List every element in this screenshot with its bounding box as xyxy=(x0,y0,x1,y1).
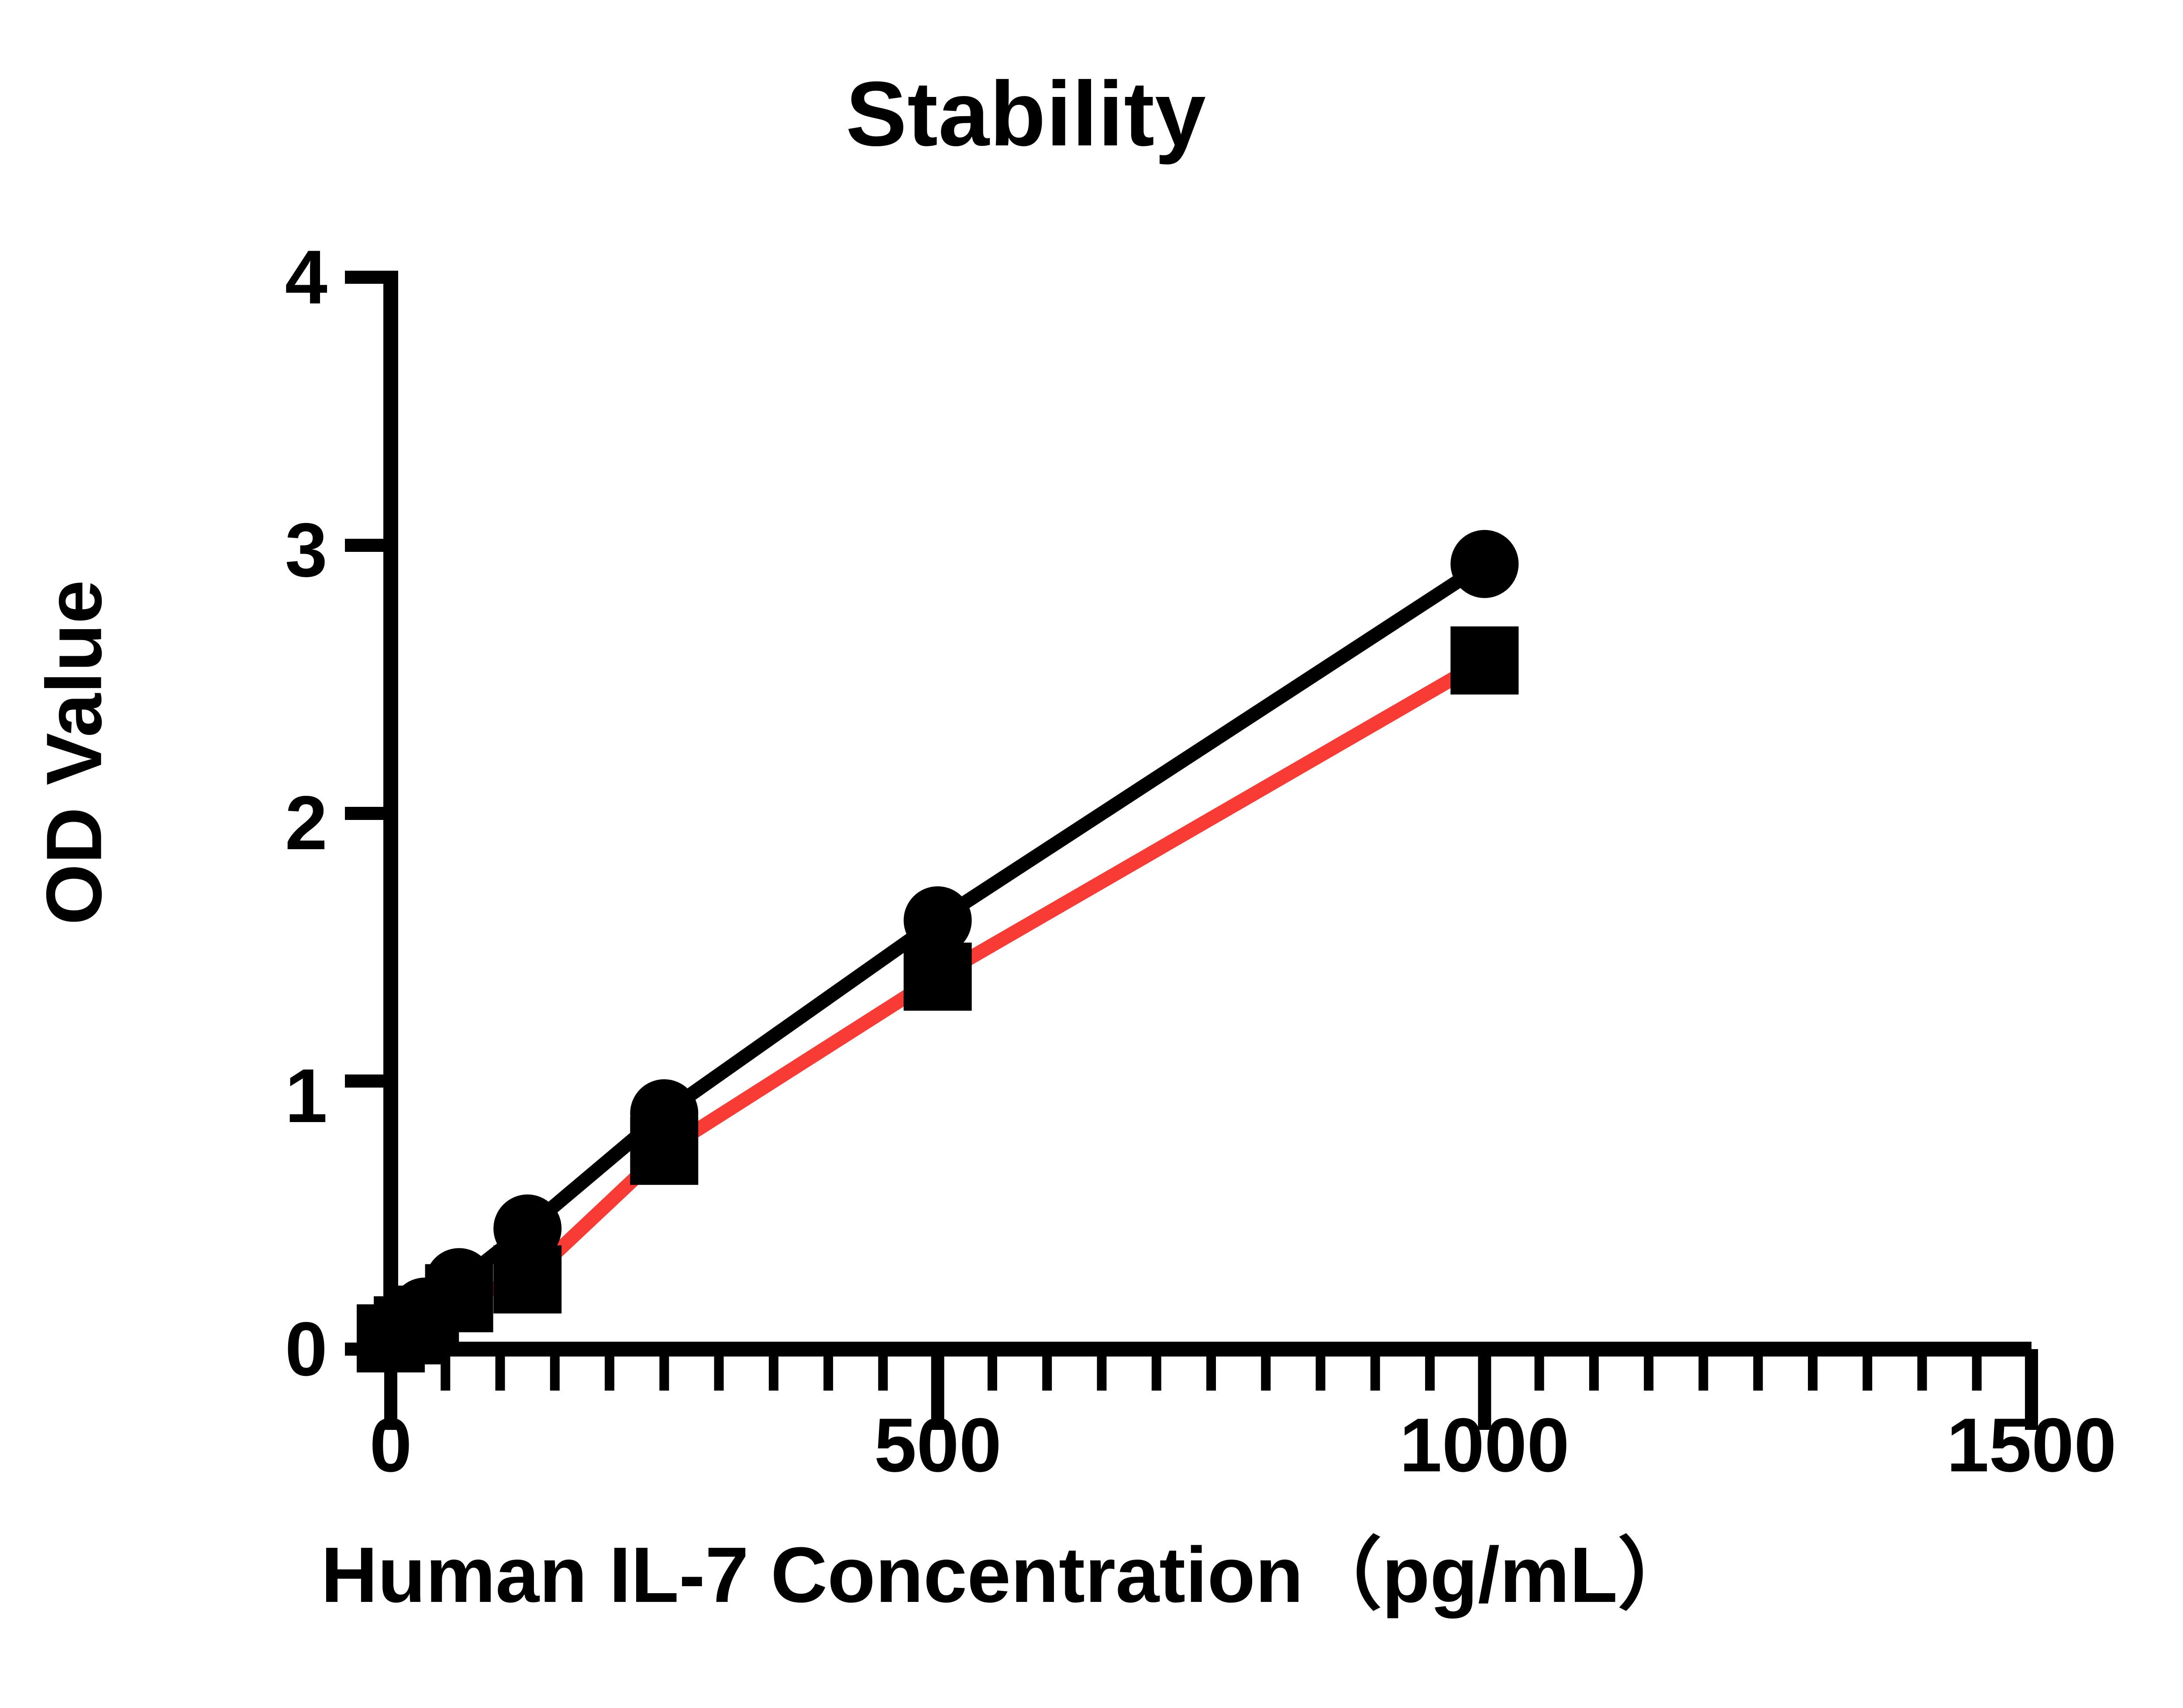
y-tick-label-2: 2 xyxy=(285,781,327,866)
data-point-square xyxy=(903,942,972,1011)
data-point-square xyxy=(630,1116,699,1185)
data-point-circle xyxy=(903,886,972,954)
chart-title: Stability xyxy=(846,62,1206,165)
y-tick-label-4: 4 xyxy=(285,235,327,320)
series-layer xyxy=(357,530,1519,1373)
data-point-square xyxy=(493,1245,562,1314)
x-minor-ticks xyxy=(441,1349,1982,1391)
y-tick-label-3: 3 xyxy=(285,508,327,593)
x-axis-label: Human IL-7 Concentration（pg/mL） xyxy=(321,1531,1696,1619)
y-tick-label-1: 1 xyxy=(285,1054,327,1139)
data-point-circle xyxy=(1450,530,1519,598)
y-tick-label-0: 0 xyxy=(285,1307,327,1392)
data-point-square xyxy=(425,1264,493,1333)
data-point-square xyxy=(1450,626,1519,695)
